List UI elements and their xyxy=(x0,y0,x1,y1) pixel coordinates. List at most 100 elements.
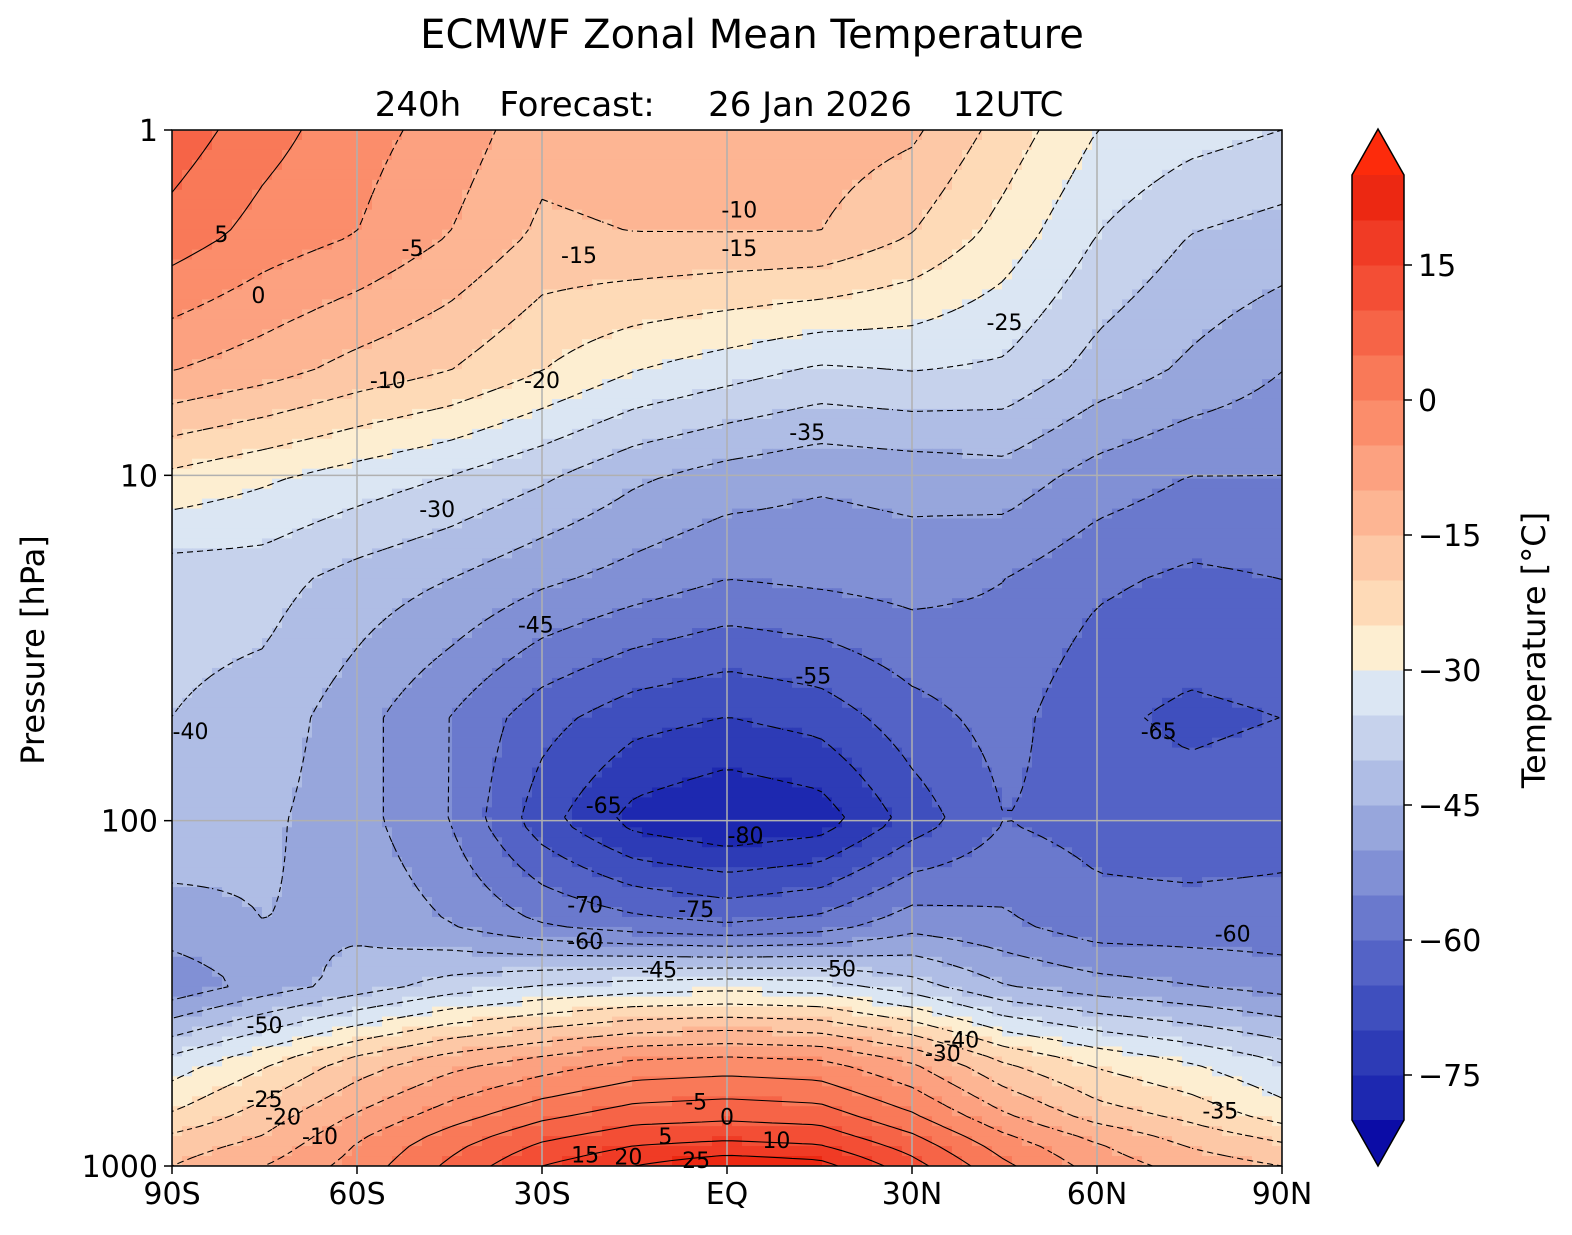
field-cell xyxy=(822,548,833,559)
field-cell xyxy=(682,438,693,450)
field-cell xyxy=(402,349,413,360)
field-cell xyxy=(1192,568,1203,579)
field-cell xyxy=(1052,189,1063,201)
field-cell xyxy=(492,558,503,569)
field-cell xyxy=(752,458,763,470)
field-cell xyxy=(1122,189,1133,201)
field-cell xyxy=(1032,159,1043,171)
field-cell xyxy=(692,199,703,211)
field-cell xyxy=(272,309,283,320)
field-cell xyxy=(582,369,593,380)
field-cell xyxy=(552,169,563,181)
field-cell xyxy=(482,199,493,211)
field-cell xyxy=(292,428,303,440)
field-cell xyxy=(502,408,513,420)
field-cell xyxy=(362,428,373,440)
field-cell xyxy=(432,428,443,440)
field-cell xyxy=(282,548,293,559)
field-cell xyxy=(362,279,373,290)
field-cell xyxy=(662,528,673,540)
field-cell xyxy=(1202,199,1213,211)
field-cell xyxy=(692,179,703,191)
field-cell xyxy=(682,169,693,181)
field-cell xyxy=(412,498,423,510)
field-cell xyxy=(482,149,493,161)
field-cell xyxy=(312,359,323,370)
field-cell xyxy=(172,159,183,171)
field-cell xyxy=(1102,189,1113,201)
field-cell xyxy=(982,518,993,530)
field-cell xyxy=(1272,189,1282,201)
field-cell xyxy=(1052,558,1063,569)
field-cell xyxy=(892,259,903,271)
field-cell xyxy=(882,329,893,340)
field-cell xyxy=(1252,199,1263,211)
field-cell xyxy=(1062,219,1073,231)
field-cell xyxy=(542,428,553,440)
field-cell xyxy=(562,478,573,490)
field-cell xyxy=(442,269,453,281)
field-cell xyxy=(1112,369,1123,380)
field-cell xyxy=(422,528,433,540)
field-cell xyxy=(222,349,233,360)
field-cell xyxy=(952,548,963,559)
field-cell xyxy=(742,398,753,410)
field-cell xyxy=(492,309,503,320)
field-cell xyxy=(212,169,223,181)
field-cell xyxy=(882,219,893,231)
field-cell xyxy=(282,289,293,300)
field-cell xyxy=(512,149,523,161)
field-cell xyxy=(382,169,393,181)
field-cell xyxy=(1132,448,1143,460)
field-cell xyxy=(662,468,673,480)
field-cell xyxy=(772,329,783,340)
field-cell xyxy=(872,508,883,520)
field-cell xyxy=(842,159,853,171)
field-cell xyxy=(1022,139,1033,151)
field-cell xyxy=(1242,428,1253,440)
field-cell xyxy=(182,478,193,490)
field-cell xyxy=(1162,528,1173,540)
field-cell xyxy=(762,329,773,340)
field-cell xyxy=(1062,568,1073,579)
field-cell xyxy=(242,568,253,579)
field-cell xyxy=(202,548,213,559)
field-cell xyxy=(962,558,973,569)
field-cell xyxy=(1072,159,1083,171)
field-cell xyxy=(1102,130,1113,141)
field-cell xyxy=(1022,309,1033,320)
field-cell xyxy=(362,408,373,420)
field-cell xyxy=(562,379,573,390)
field-cell xyxy=(902,468,913,480)
field-cell xyxy=(752,369,763,380)
field-cell xyxy=(572,279,583,290)
field-cell xyxy=(762,149,773,161)
field-cell xyxy=(832,398,843,410)
field-cell xyxy=(322,229,333,241)
field-cell xyxy=(812,528,823,540)
field-cell xyxy=(172,548,183,559)
field-cell xyxy=(962,269,973,281)
field-cell xyxy=(1022,239,1033,251)
field-cell xyxy=(642,369,653,380)
field-cell xyxy=(922,259,933,271)
field-cell xyxy=(502,448,513,460)
field-cell xyxy=(632,379,643,390)
field-cell xyxy=(342,279,353,290)
field-cell xyxy=(792,279,803,290)
field-cell xyxy=(462,149,473,161)
field-cell xyxy=(582,518,593,530)
field-cell xyxy=(382,528,393,540)
field-cell xyxy=(862,139,873,151)
field-cell xyxy=(1042,189,1053,201)
field-cell xyxy=(1102,379,1113,390)
field-cell xyxy=(632,319,643,330)
field-cell xyxy=(1072,508,1083,520)
field-cell xyxy=(462,568,473,579)
field-cell xyxy=(1162,488,1173,500)
field-cell xyxy=(482,438,493,450)
field-cell xyxy=(972,498,983,510)
field-cell xyxy=(1132,179,1143,191)
field-cell xyxy=(1032,389,1043,400)
field-cell xyxy=(1142,319,1153,330)
